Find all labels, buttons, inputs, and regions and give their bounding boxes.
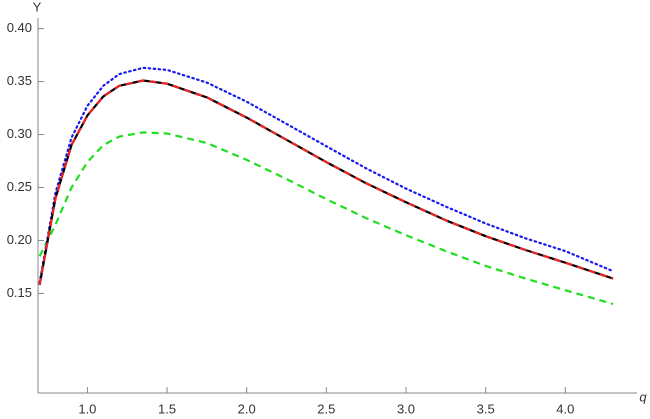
y-axis-label: Y bbox=[33, 0, 42, 14]
y-tick-label: 0.35 bbox=[7, 73, 32, 88]
y-tick-label: 0.25 bbox=[7, 179, 32, 194]
line-series bbox=[38, 66, 615, 284]
x-tick-label: 1.5 bbox=[158, 401, 176, 416]
x-axis-label: q bbox=[639, 389, 647, 404]
x-tick-label: 3.0 bbox=[397, 401, 415, 416]
y-tick-label: 0.40 bbox=[7, 20, 32, 35]
line-series bbox=[38, 79, 614, 286]
line-series bbox=[38, 79, 614, 286]
y-tick-label: 0.30 bbox=[7, 126, 32, 141]
x-tick-label: 3.5 bbox=[477, 401, 495, 416]
x-tick-label: 4.0 bbox=[556, 401, 574, 416]
line-series bbox=[38, 131, 614, 306]
x-tick-label: 2.5 bbox=[317, 401, 335, 416]
y-tick-label: 0.15 bbox=[7, 285, 32, 300]
x-tick-label: 1.0 bbox=[78, 401, 96, 416]
x-tick-label: 2.0 bbox=[238, 401, 256, 416]
y-tick-label: 0.20 bbox=[7, 232, 32, 247]
